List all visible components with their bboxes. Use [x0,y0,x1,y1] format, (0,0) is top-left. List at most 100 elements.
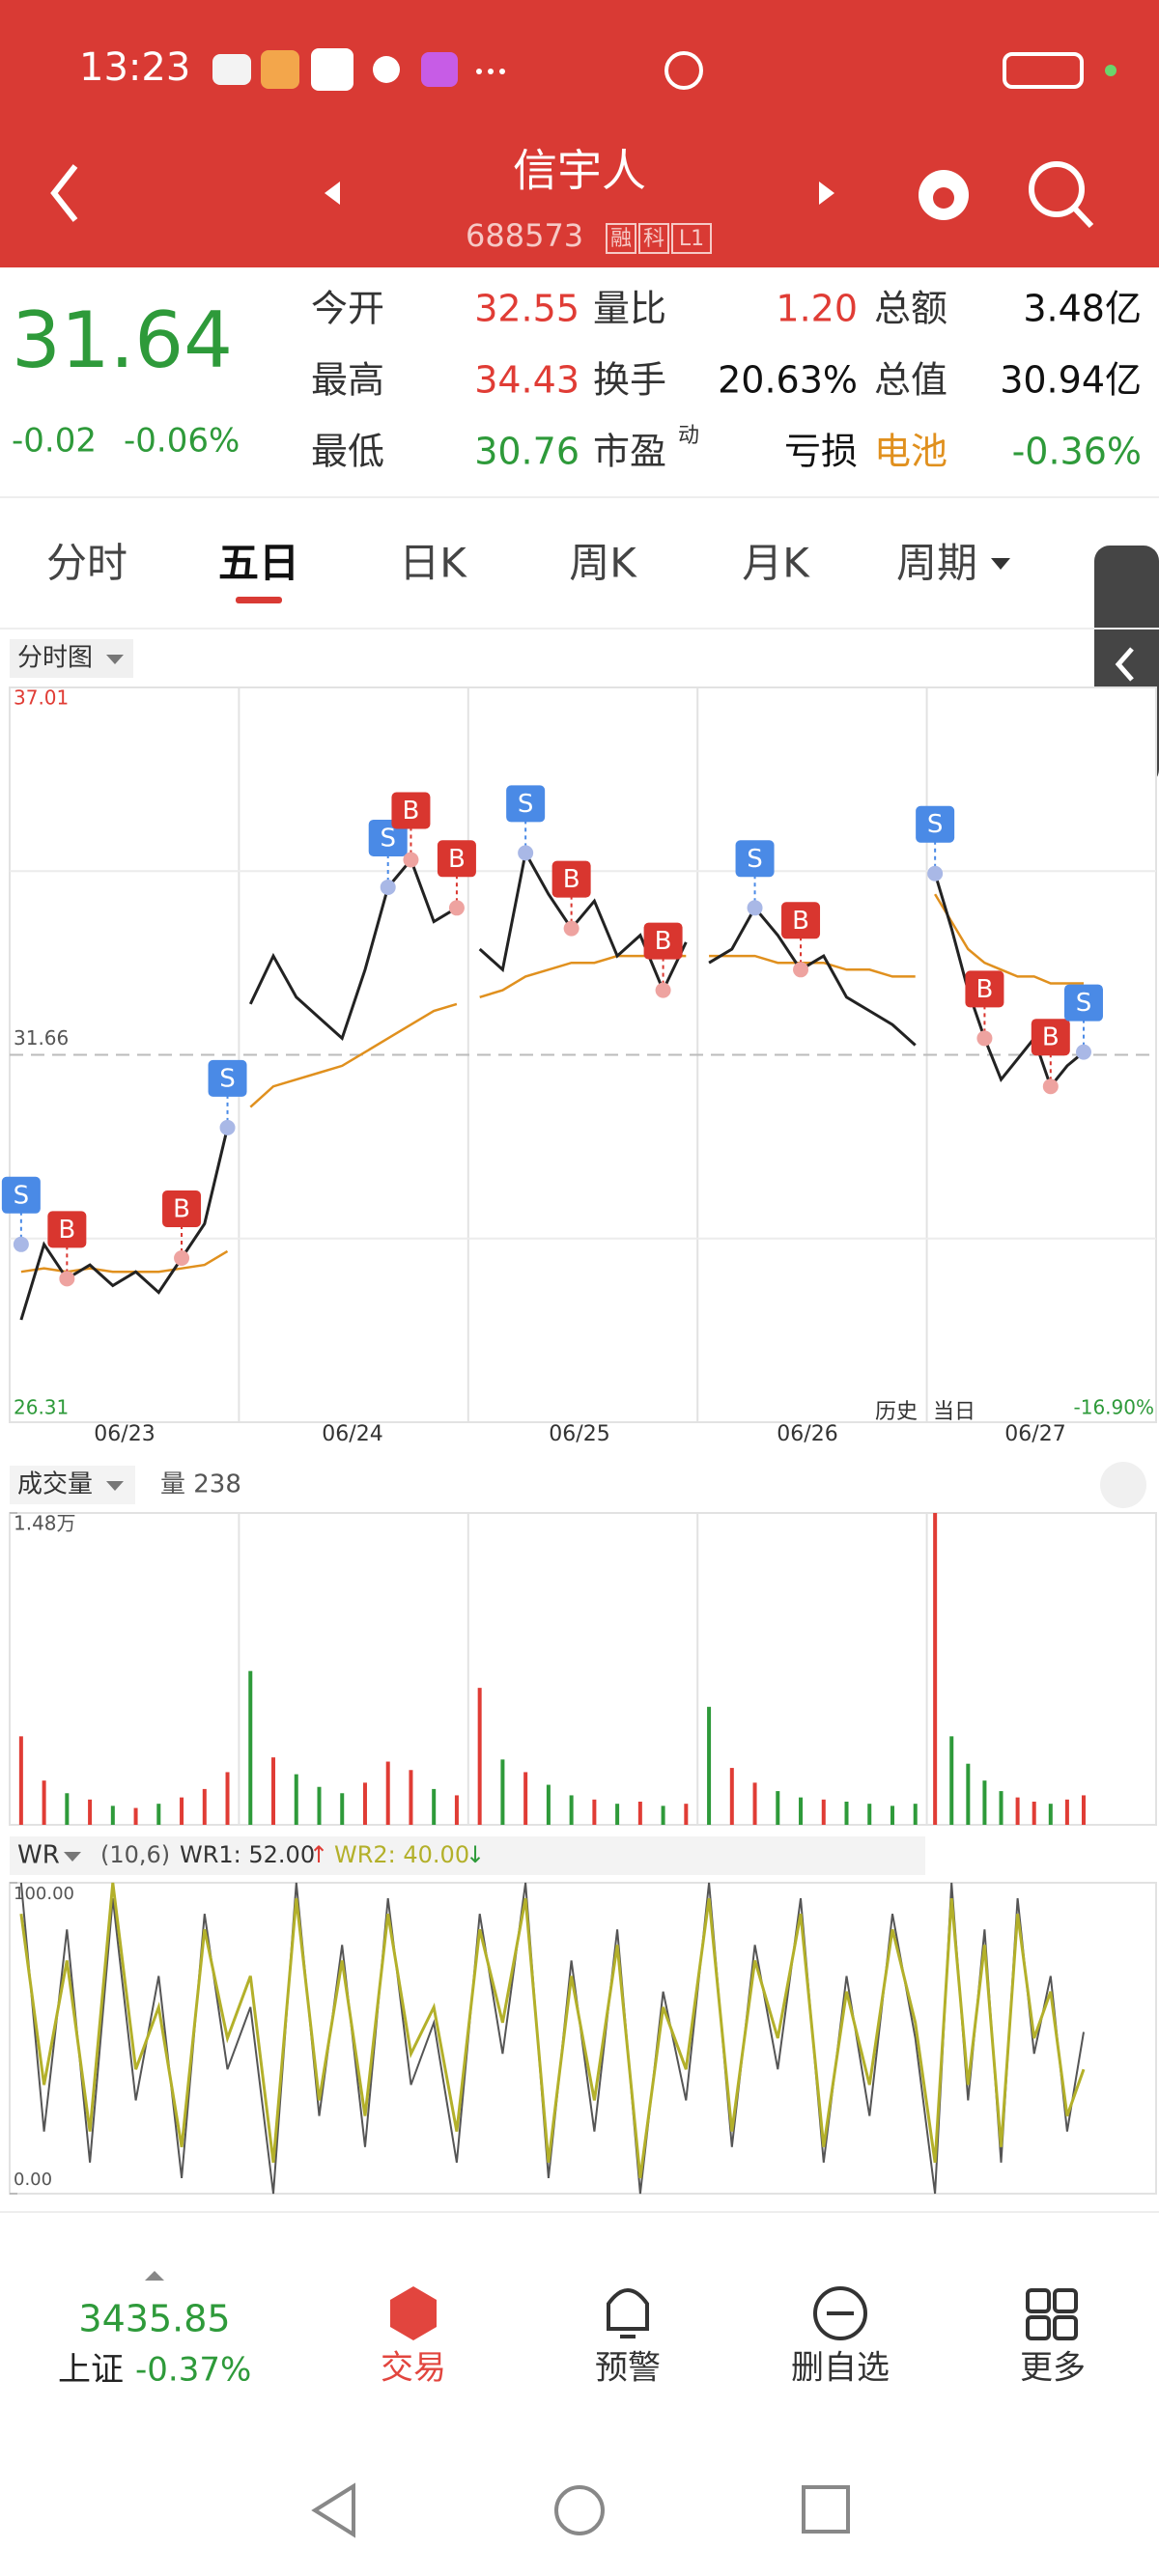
bottom-nav: 3435.85 上证 -0.37% 交易 预警 删自选 更多 [58,2271,1086,2390]
tab-underline [236,597,282,603]
status-time: 13:23 [79,45,190,90]
charts: 分时图 37.01 31.66 26.31 -16.90% 06/23 06/24 06/25… [1,639,1157,2195]
volume-bar [707,1706,712,1825]
volume-bar [202,1788,207,1825]
status-icons [212,48,1117,91]
signal-dot [59,1271,75,1287]
volume-bar [133,1807,138,1825]
tab[interactable]: 日K [399,540,467,587]
volume-bar [294,1774,298,1825]
price-line [933,873,1085,1090]
volume-bar [432,1788,437,1825]
y-tick-label: 26.31 [14,1396,69,1419]
signal-box [965,970,1004,1008]
volume-bar [752,1782,757,1825]
quote-value: 3.48亿 [1023,288,1142,330]
signal-dot [174,1250,190,1267]
tab[interactable]: 月K [742,540,810,587]
quote-label: 总值 [874,359,947,402]
volume-bar [42,1780,46,1825]
pe-suffix: 动 [678,424,699,448]
expand-button[interactable] [1100,1462,1146,1508]
volume-bar [999,1791,1004,1825]
more-icon [1026,2315,1051,2340]
index-value[interactable]: 3435.85 [78,2298,230,2340]
badge: 科 [643,227,664,251]
volume-bar [225,1772,230,1825]
wr-line [19,1882,1086,2179]
quote-label: 总额 [874,288,947,330]
trade-icon [390,2286,437,2340]
prev-stock[interactable] [325,182,340,205]
signal-box [47,1211,87,1248]
volume-bar [1032,1801,1036,1825]
volume-bar [180,1797,184,1825]
remove-icon [813,2286,867,2340]
tab[interactable]: 周期 [896,540,977,587]
tab[interactable]: 分时 [46,540,127,587]
signal-dot [403,852,419,868]
signal-label: S [14,1181,30,1210]
system-nav [311,2482,850,2538]
search-button[interactable] [1029,161,1085,217]
quote-label: 换手 [593,359,666,402]
chart-label[interactable]: 分时图 [17,644,93,673]
quote-value: 20.63% [718,359,858,402]
nav-item[interactable]: 删自选 [791,2349,890,2388]
signal-label: S [1076,989,1092,1018]
volume-bar [684,1804,689,1825]
volume-bar [110,1806,115,1825]
volume-bar [454,1795,459,1825]
volume-bar [867,1804,872,1825]
volume-bar [271,1757,276,1825]
signal-dot [13,1236,29,1252]
signal-label: S [747,845,763,874]
quote-label: 最低 [311,431,384,473]
stock-code-row: 688573 融科 L1 [466,217,712,254]
signal-dot [976,1030,993,1047]
wr-label[interactable]: WR [17,1841,60,1870]
volume-bar [637,1801,642,1825]
volume-bar [913,1804,918,1825]
tab[interactable]: 五日 [218,540,299,587]
volume-bar [1064,1799,1069,1825]
more-icon [1053,2315,1078,2340]
volume-bar [776,1791,780,1825]
signal-box [551,860,591,898]
x-tick-label: 06/25 [549,1422,609,1446]
wr1-arrow: ↑ [309,1841,328,1868]
wr-header-bg [10,1836,925,1875]
plot-frame [9,686,1157,1423]
next-stock[interactable] [819,182,834,205]
signal-box [437,840,476,878]
dropdown [64,1852,81,1862]
volume-bar [615,1804,620,1825]
quote-label: 今开 [311,288,384,330]
signal-dot [747,900,763,916]
back-button[interactable] [50,164,78,222]
y-tick-label: 100.00 [14,1884,74,1904]
signal-label: B [58,1216,75,1245]
quote-value: -0.36% [1012,431,1142,473]
signal-box [1031,1019,1070,1056]
signal-label: S [518,790,534,819]
volume-bar [18,1736,23,1825]
vol-label[interactable]: 成交量 [17,1470,93,1499]
volume-bar [546,1784,551,1825]
avg-line [934,893,1084,985]
signal-dot [1075,1044,1091,1060]
signal-label: B [1042,1023,1060,1052]
nav-item[interactable]: 交易 [381,2349,446,2388]
vol-amount: 量 238 [160,1470,241,1499]
volume-bar [966,1763,971,1825]
tab[interactable]: 周K [569,540,637,587]
badge-box [638,223,669,254]
volume-bar [821,1799,826,1825]
signal-dot [927,865,944,882]
volume-bar [949,1736,954,1825]
nav-item[interactable]: 更多 [1020,2349,1086,2388]
volume-bar [340,1793,345,1825]
divider [0,628,1159,630]
volume-bar [317,1786,322,1825]
nav-item[interactable]: 预警 [595,2349,661,2388]
